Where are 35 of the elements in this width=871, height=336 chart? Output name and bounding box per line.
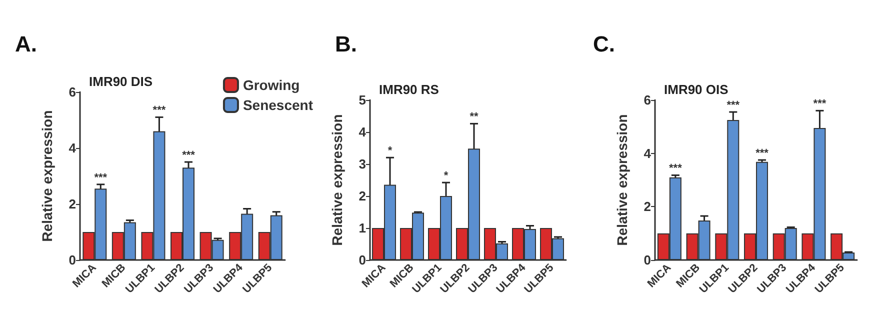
legend-label: Senescent: [242, 97, 314, 113]
y-tick-label: 5: [358, 92, 366, 108]
y-tick-label: 3: [358, 156, 366, 172]
annotation: **: [470, 111, 479, 124]
y-tick-label: 4: [358, 124, 367, 140]
annotation: ***: [152, 104, 166, 117]
y-axis-title: Relative expression: [614, 114, 630, 246]
y-tick-label: 2: [644, 199, 651, 214]
y-tick-label: 0: [358, 252, 366, 268]
y-tick-label: 2: [358, 188, 366, 204]
y-tick-label: 1: [358, 220, 366, 236]
chart-title: C.: [593, 32, 615, 56]
chart-title: B.: [335, 32, 357, 56]
y-tick-label: 0: [68, 252, 76, 268]
chart-subtitle: IMR90 OIS: [664, 82, 729, 97]
annotation: *: [388, 145, 393, 158]
y-tick-label: 4: [68, 140, 77, 156]
annotation: ***: [669, 162, 683, 175]
annotation: ***: [756, 148, 770, 160]
chart-subtitle: IMR90 DIS: [89, 74, 153, 89]
y-tick-label: 2: [68, 196, 76, 212]
annotation: *: [444, 170, 449, 182]
chart-subtitle: IMR90 RS: [379, 82, 440, 97]
y-axis-title: Relative expression: [329, 114, 345, 246]
annotation: ***: [813, 98, 827, 110]
annotation: ***: [726, 100, 740, 112]
y-tick-label: 6: [644, 92, 651, 108]
annotation: ***: [94, 172, 108, 184]
y-tick-label: 6: [68, 84, 76, 100]
legend-label: Growing: [242, 77, 300, 93]
y-tick-label: 0: [644, 252, 651, 268]
chart-title: A.: [15, 32, 37, 56]
y-tick-label: 4: [644, 146, 652, 161]
annotation: ***: [182, 150, 196, 162]
y-axis-title: Relative expression: [39, 110, 55, 242]
